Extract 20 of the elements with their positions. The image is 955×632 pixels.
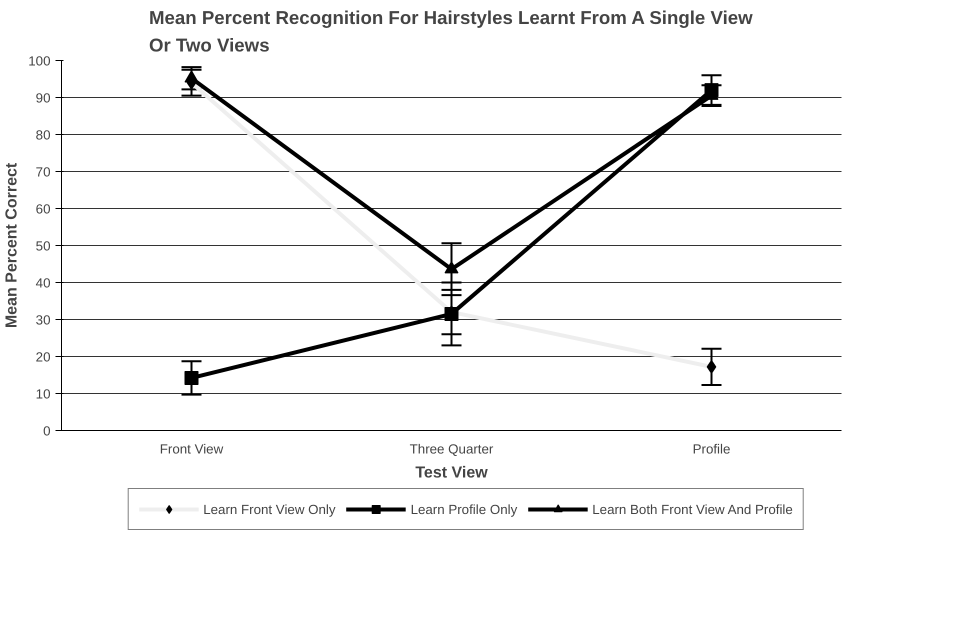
y-tick-label: 70 [36, 164, 51, 180]
y-tick-label: 100 [28, 54, 51, 68]
y-tick-label: 40 [36, 276, 51, 290]
y-tick-label: 30 [36, 312, 51, 328]
y-tick-label: 80 [36, 128, 51, 142]
x-tick-label: Front View [160, 442, 224, 456]
legend-label: Learn Profile Only [410, 502, 518, 516]
y-tick-label: 60 [36, 202, 51, 216]
chart-title: Mean Percent Recognition For Hairstyles Learnt From A Single View Or Two Views [148, 7, 754, 56]
y-tick-label: 90 [36, 90, 51, 106]
legend-label: Learn Front View Only [203, 502, 336, 516]
x-tick-label: Three Quarter [410, 442, 494, 456]
y-tick-label: 0 [43, 424, 51, 438]
x-tick-label: Profile [692, 442, 730, 456]
y-tick-label: 50 [36, 238, 51, 254]
y-tick-label: 10 [36, 386, 51, 402]
legend-label: Learn Both Front View And Profile [592, 502, 793, 516]
x-axis-title: Test View [415, 464, 488, 482]
y-axis-title: Mean Percent Correct [3, 162, 20, 328]
y-tick-label: 20 [36, 350, 51, 364]
